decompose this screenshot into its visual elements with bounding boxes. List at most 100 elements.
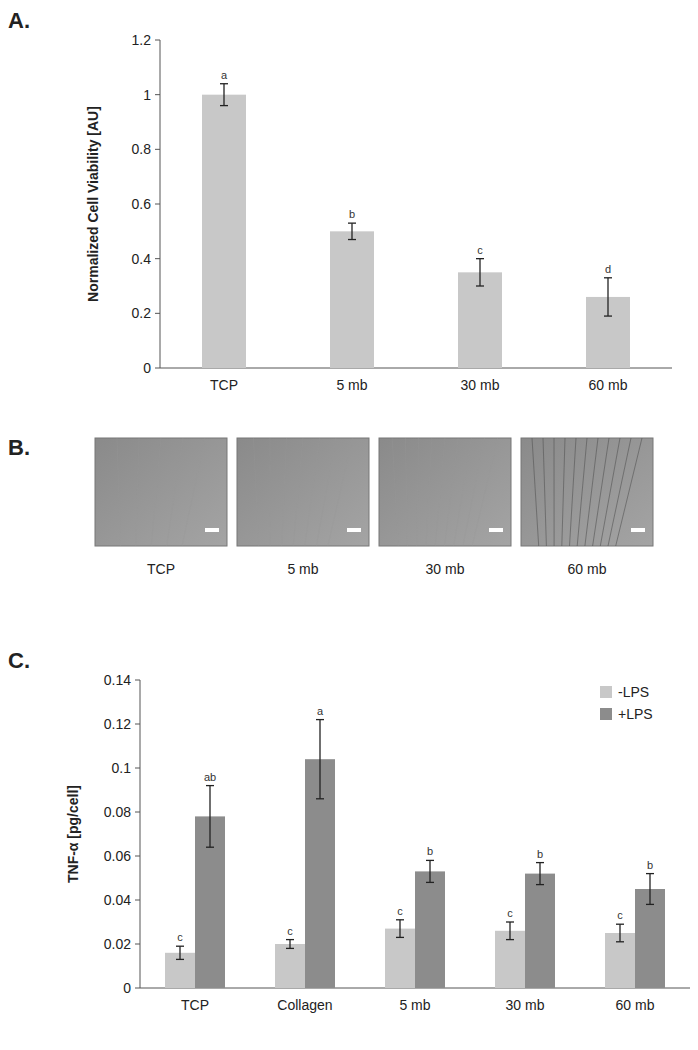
scale-bar [489,528,503,532]
error-cap [476,258,484,259]
scale-bar [347,528,361,532]
significance-letter: c [477,244,483,256]
significance-letter: c [287,925,293,937]
error-cap [426,860,434,861]
error-stem [509,922,510,940]
significance-letter: a [221,69,228,81]
bar [275,944,305,988]
texture [182,438,205,546]
y-tick [135,944,140,945]
y-axis-label: TNF-α [pg/cell] [65,785,81,883]
error-cap [536,884,544,885]
error-cap [396,937,404,938]
error-cap [286,939,294,940]
significance-letter: b [427,845,433,857]
y-tick [155,40,160,41]
y-tick [155,313,160,314]
texture [593,438,609,546]
texture [577,438,587,546]
error-stem [351,223,352,239]
y-tick [155,204,160,205]
y-tick [135,724,140,725]
y-tick-label: 0.08 [104,804,131,820]
y-tick-label: 0.14 [104,672,131,688]
bar [330,231,374,368]
texture [136,438,139,546]
y-tick-label: 0.12 [104,716,131,732]
error-cap [286,948,294,949]
error-cap [506,939,514,940]
error-cap [506,921,514,922]
y-tick [135,768,140,769]
error-cap [176,946,184,947]
y-tick [135,988,140,989]
bar [202,95,246,368]
panel-label: A. [8,8,30,33]
y-tick-label: 0.4 [132,251,152,267]
significance-letter: c [617,909,623,921]
texture [305,438,320,546]
bar [415,871,445,988]
error-cap [396,919,404,920]
error-cap [176,959,184,960]
legend-label: -LPS [618,684,649,700]
texture [405,438,407,546]
y-tick-label: 0 [143,360,151,376]
error-cap [476,285,484,286]
texture [600,438,620,546]
x-tick-label: 30 mb [506,997,545,1013]
micrograph-caption: 30 mb [426,561,465,577]
texture [570,438,577,546]
bar [495,931,525,988]
scale-bar [205,528,219,532]
micrograph [95,438,227,546]
error-stem [479,259,480,286]
panel-label: C. [8,648,30,673]
y-tick-label: 0.02 [104,936,131,952]
texture [554,438,555,546]
y-tick-label: 0.8 [132,141,152,157]
y-tick-label: 0 [123,980,131,996]
y-tick [155,149,160,150]
error-bar [396,920,404,938]
texture [417,438,419,546]
significance-letter: a [317,705,324,717]
y-tick [135,856,140,857]
texture [392,438,398,546]
texture [435,438,445,546]
bar [605,933,635,988]
texture [254,438,259,546]
figure: A.Normalized Cell Viability [AU]00.20.40… [0,0,698,1050]
panel-label: B. [8,435,30,460]
error-bar [316,720,324,799]
error-bar [616,924,624,942]
error-bar [604,278,612,316]
texture [293,438,303,546]
error-bar [536,863,544,885]
significance-letter: ab [204,771,216,783]
texture [454,438,472,546]
micrograph-caption: 60 mb [568,561,607,577]
legend-swatch [600,708,612,720]
texture [532,438,539,546]
error-cap [316,719,324,720]
y-tick-label: 0.04 [104,892,131,908]
x-tick-label: 30 mb [461,377,500,393]
error-cap [616,941,624,942]
x-tick-label: TCP [210,377,238,393]
significance-letter: b [349,208,355,220]
error-stem [429,860,430,882]
texture [270,438,271,546]
plot-area [165,720,665,988]
scale-bar [631,528,645,532]
texture [316,438,336,546]
bar [385,929,415,988]
error-cap [348,239,356,240]
texture [117,438,120,546]
error-bar [646,874,654,905]
texture [426,438,432,546]
error-cap [646,873,654,874]
y-tick [155,258,160,259]
y-tick [155,94,160,95]
y-tick [135,900,140,901]
